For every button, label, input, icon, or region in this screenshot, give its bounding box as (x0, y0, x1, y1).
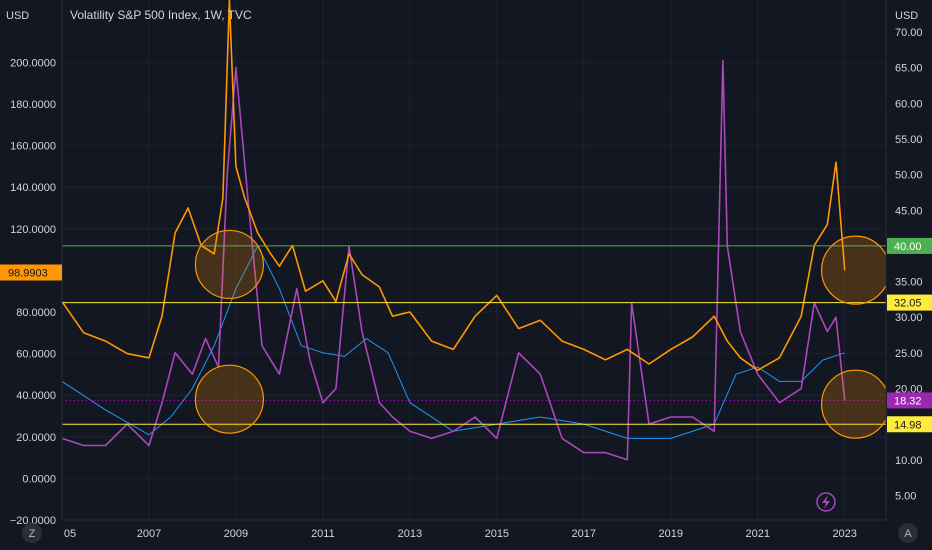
right-axis-panel[interactable] (886, 0, 932, 520)
level-badge-label: 32.05 (894, 298, 922, 310)
left-tick-label: 200.0000 (10, 57, 56, 69)
right-axis-unit: USD (895, 10, 918, 22)
right-tick-label: 30.00 (895, 312, 923, 324)
right-tick-label: 25.00 (895, 348, 923, 360)
right-tick-label: 5.00 (895, 490, 916, 502)
right-tick-label: 65.00 (895, 63, 923, 75)
chart-title: Volatility S&P 500 Index, 1W, TVC (70, 8, 252, 22)
time-axis-panel[interactable] (0, 520, 932, 550)
right-tick-label: 10.00 (895, 455, 923, 467)
left-tick-label: 60.0000 (16, 349, 56, 361)
time-tick-label: 2013 (398, 528, 422, 540)
series-line-1 (61, 59, 846, 461)
left-tick-label: 0.0000 (22, 473, 56, 485)
price-badge-left-label: 98.9903 (8, 268, 48, 280)
price-badge-left (0, 264, 62, 281)
time-tick-label: 2015 (485, 528, 509, 540)
time-tick-label: 2023 (832, 528, 856, 540)
left-tick-label: 20.0000 (16, 432, 56, 444)
level-badge-0 (887, 237, 932, 254)
left-tick-label: 120.0000 (10, 224, 56, 236)
level-badge-1 (887, 294, 932, 311)
price-badges: 40.00 32.05 14.98 18.32 98.9903 (0, 237, 932, 433)
time-tick-label: 2017 (572, 528, 596, 540)
right-tick-label: 45.00 (895, 205, 923, 217)
series-line-2 (61, 245, 845, 439)
left-axis-unit: USD (6, 10, 29, 22)
time-tick-label: 2009 (224, 528, 248, 540)
time-tick-label: 2007 (137, 528, 161, 540)
left-tick-label: 160.0000 (10, 141, 56, 153)
time-axis-ticks: 05 2007 2009 2011 2013 2015 2017 2019 2021 2023 (64, 528, 857, 540)
right-tick-label: 50.00 (895, 170, 923, 182)
auto-scale-right-label: A (904, 528, 912, 540)
highlight-circle-1 (194, 364, 265, 434)
time-tick-label: 2021 (745, 528, 769, 540)
highlight-circle-2 (820, 235, 891, 305)
right-tick-label: 35.00 (895, 277, 923, 289)
left-tick-label: 140.0000 (10, 182, 56, 194)
left-tick-label: 40.0000 (16, 390, 56, 402)
left-tick-label: 180.0000 (10, 99, 56, 111)
level-badge-label: 14.98 (894, 419, 922, 431)
time-tick-label: 05 (64, 528, 76, 540)
highlight-circle-3 (820, 369, 891, 439)
left-axis-panel[interactable] (0, 0, 62, 520)
grid-lines (61, 0, 886, 521)
auto-scale-left-button[interactable]: Z (22, 523, 42, 543)
level-badge-label: 40.00 (894, 241, 922, 253)
level-badge-2 (887, 416, 932, 433)
right-tick-label: 70.00 (895, 27, 923, 39)
price-badge-right-label: 18.32 (894, 395, 922, 407)
time-tick-label: 2011 (311, 528, 335, 540)
horizontal-levels (62, 245, 886, 425)
right-tick-label: 55.00 (895, 134, 923, 146)
highlight-circles (194, 229, 891, 439)
auto-scale-right-button[interactable]: A (898, 523, 918, 543)
right-tick-label: 60.00 (895, 98, 923, 110)
auto-scale-left-label: Z (29, 528, 36, 540)
price-badge-right (887, 392, 932, 409)
series-line-0 (61, 0, 846, 372)
alert-icon[interactable] (816, 492, 836, 512)
series-layer (61, 0, 886, 461)
highlight-circle-0 (194, 229, 265, 300)
left-axis-ticks: 200.0000 180.0000 160.0000 140.0000 120.0000… (10, 57, 56, 527)
left-tick-label: −20.0000 (10, 515, 56, 527)
left-tick-label: 80.0000 (16, 307, 56, 319)
time-tick-label: 2019 (659, 528, 683, 540)
